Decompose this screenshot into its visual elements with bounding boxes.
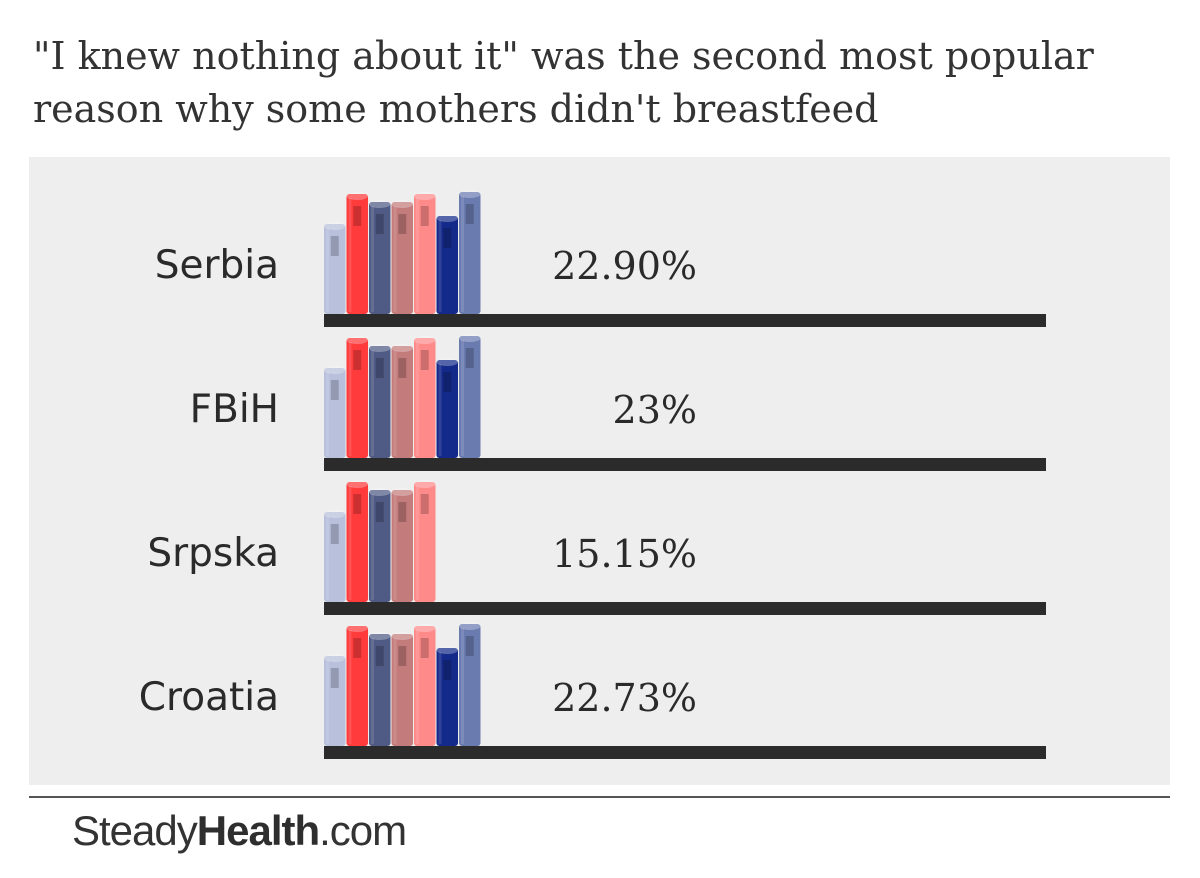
data-bar bbox=[346, 192, 368, 314]
chart-row: Serbia 22.90% bbox=[155, 190, 1046, 327]
category-label: Croatia bbox=[139, 675, 279, 720]
value-label: 22.73% bbox=[552, 676, 697, 720]
data-bar bbox=[369, 344, 391, 458]
data-bar bbox=[346, 336, 368, 458]
shelf-bar bbox=[324, 746, 1046, 759]
data-bar bbox=[324, 366, 346, 458]
data-bar bbox=[414, 336, 436, 458]
chart-row: Srpska 15.15% bbox=[147, 480, 1046, 615]
data-bar bbox=[324, 222, 346, 314]
data-bar bbox=[391, 200, 413, 314]
category-label: Srpska bbox=[147, 531, 279, 576]
chart-row: FBiH 23% bbox=[190, 334, 1046, 471]
data-bar bbox=[391, 488, 413, 602]
logo-text-health: Health bbox=[196, 807, 320, 854]
data-bar bbox=[459, 334, 481, 458]
data-bar bbox=[369, 632, 391, 746]
data-bar bbox=[436, 646, 458, 746]
value-label: 15.15% bbox=[552, 532, 697, 576]
logo-text-com: .com bbox=[319, 807, 407, 854]
data-bar bbox=[391, 632, 413, 746]
chart-row: Croatia 22.73% bbox=[139, 622, 1046, 759]
value-label: 22.90% bbox=[552, 244, 697, 288]
data-bar bbox=[436, 214, 458, 314]
data-bar bbox=[414, 480, 436, 602]
footer-divider bbox=[29, 796, 1170, 798]
data-bar bbox=[369, 488, 391, 602]
data-bar bbox=[324, 654, 346, 746]
data-bar bbox=[346, 480, 368, 602]
chart-panel: Serbia 22.90% FBiH 23% Srpska 15.15% Croatia 22… bbox=[29, 157, 1170, 785]
data-bar bbox=[346, 624, 368, 746]
category-label: Serbia bbox=[155, 243, 279, 288]
chart-title: "I knew nothing about it" was the second… bbox=[33, 34, 1094, 131]
data-bar bbox=[459, 190, 481, 314]
data-bar bbox=[414, 192, 436, 314]
data-bar bbox=[369, 200, 391, 314]
site-logo[interactable]: SteadyHealth.com bbox=[72, 803, 407, 859]
shelf-bar bbox=[324, 314, 1046, 327]
shelf-bar bbox=[324, 458, 1046, 471]
value-label: 23% bbox=[613, 388, 697, 432]
data-bar bbox=[414, 624, 436, 746]
data-bar bbox=[391, 344, 413, 458]
shelf-bar bbox=[324, 602, 1046, 615]
data-bar bbox=[324, 510, 346, 602]
data-bar bbox=[459, 622, 481, 746]
chart-plot-area: Serbia 22.90% FBiH 23% Srpska 15.15% Croatia 22… bbox=[139, 190, 1046, 759]
logo-text-steady: Steady bbox=[72, 807, 198, 854]
data-bar bbox=[436, 358, 458, 458]
category-label: FBiH bbox=[190, 387, 279, 432]
